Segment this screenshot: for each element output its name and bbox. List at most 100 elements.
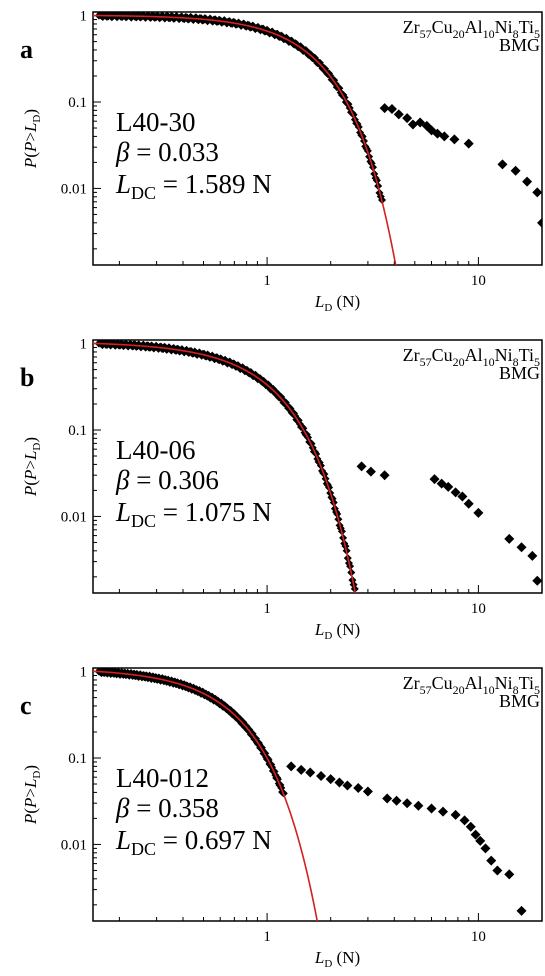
- y-axis-label: P(P>LD): [21, 437, 43, 497]
- panel-b: 1 10 1 0.1 0.01 P(P>LD) LD (N) b Zr57Cu20Al10Ni8…: [20, 337, 543, 642]
- data-point: [450, 487, 461, 498]
- data-point: [386, 103, 397, 114]
- x-tick-label: 1: [263, 929, 271, 945]
- data-point: [510, 165, 521, 176]
- data-point: [334, 777, 345, 788]
- panel-c: 1 10 1 0.1 0.01 P(P>LD) LD (N) c Zr57Cu20Al10Ni8…: [20, 665, 543, 970]
- fit-curve: [93, 14, 397, 265]
- data-point: [286, 761, 297, 772]
- fit-curve: [93, 670, 319, 921]
- data-point: [393, 109, 404, 120]
- panel-letter: c: [20, 691, 32, 720]
- y-tick-label: 1: [80, 337, 88, 353]
- data-point: [449, 134, 460, 145]
- panel-a: 1 10 1 0.1 0.01 P(P>LD) LD (N) a Zr57Cu20Al10Ni8…: [20, 9, 543, 314]
- data-point: [356, 461, 367, 472]
- data-point: [438, 806, 449, 817]
- data-point: [382, 793, 393, 804]
- data-point: [415, 117, 426, 128]
- data-point: [516, 542, 527, 553]
- x-axis-label: LD (N): [314, 948, 360, 970]
- data-point: [391, 795, 402, 806]
- data-point: [296, 764, 307, 775]
- data-point: [465, 821, 476, 832]
- data-point: [316, 770, 327, 781]
- panel-letter: a: [20, 35, 33, 64]
- beta-value: β = 0.033: [115, 137, 219, 167]
- material-label: Zr57Cu20Al10Ni8Ti5: [403, 673, 540, 697]
- data-point: [486, 855, 497, 866]
- data-point: [527, 550, 538, 561]
- material-label: Zr57Cu20Al10Ni8Ti5: [403, 345, 540, 369]
- data-point: [413, 800, 424, 811]
- panel-letter: b: [20, 363, 34, 392]
- data-point: [497, 159, 508, 170]
- data-point: [365, 466, 376, 477]
- data-point: [532, 575, 542, 586]
- x-tick-label: 1: [263, 601, 271, 617]
- x-tick-label: 1: [263, 273, 271, 289]
- beta-value: β = 0.358: [115, 793, 219, 823]
- data-point: [475, 835, 486, 846]
- y-axis-label: P(P>LD): [21, 765, 43, 825]
- data-point: [537, 217, 542, 228]
- beta-value: β = 0.306: [115, 465, 219, 495]
- fit-curve: [93, 342, 357, 593]
- data-point: [459, 815, 470, 826]
- y-tick-label: 0.01: [61, 509, 87, 525]
- data-point: [480, 843, 491, 854]
- data-point: [379, 103, 390, 114]
- y-tick-label: 0.01: [61, 181, 87, 197]
- data-point: [443, 481, 454, 492]
- x-axis-label: LD (N): [314, 292, 360, 314]
- data-point: [429, 474, 440, 485]
- sample-id: L40-30: [116, 107, 195, 137]
- ldc-value: LDC = 1.589 N: [115, 169, 272, 203]
- y-tick-label: 1: [80, 9, 88, 25]
- x-tick-label: 10: [471, 601, 486, 617]
- material-label-bmg: BMG: [499, 691, 540, 711]
- data-point: [473, 507, 484, 518]
- ldc-value: LDC = 1.075 N: [115, 497, 272, 531]
- data-point: [439, 131, 450, 142]
- data-point: [504, 533, 515, 544]
- x-tick-label: 10: [471, 929, 486, 945]
- sample-id: L40-012: [116, 763, 209, 793]
- ldc-value: LDC = 0.697 N: [115, 825, 272, 859]
- x-tick-label: 10: [471, 273, 486, 289]
- data-point: [342, 780, 353, 791]
- data-point: [492, 865, 503, 876]
- plot-frame: [92, 339, 543, 594]
- material-label-bmg: BMG: [499, 363, 540, 383]
- data-point: [362, 786, 373, 797]
- x-axis-label: LD (N): [314, 620, 360, 642]
- data-point: [407, 119, 418, 130]
- y-tick-label: 0.1: [68, 95, 87, 111]
- material-label-bmg: BMG: [499, 35, 540, 55]
- y-tick-label: 1: [80, 665, 88, 681]
- data-point: [522, 176, 533, 187]
- y-tick-label: 0.01: [61, 837, 87, 853]
- y-tick-label: 0.1: [68, 423, 87, 439]
- data-point: [516, 905, 527, 916]
- data-point: [353, 782, 364, 793]
- data-point: [402, 113, 413, 124]
- y-tick-label: 0.1: [68, 751, 87, 767]
- data-point: [532, 187, 542, 198]
- data-point: [463, 138, 474, 149]
- data-point: [470, 829, 481, 840]
- data-point: [402, 798, 413, 809]
- data-point: [325, 774, 336, 785]
- y-axis-label: P(P>LD): [21, 109, 43, 169]
- data-point: [463, 498, 474, 509]
- data-point: [305, 767, 316, 778]
- material-label: Zr57Cu20Al10Ni8Ti5: [403, 17, 540, 41]
- plot-frame: [92, 11, 543, 266]
- data-point: [457, 491, 468, 502]
- data-point: [450, 809, 461, 820]
- sample-id: L40-06: [116, 435, 195, 465]
- data-point: [426, 803, 437, 814]
- data-point: [504, 869, 515, 880]
- data-point: [379, 470, 390, 481]
